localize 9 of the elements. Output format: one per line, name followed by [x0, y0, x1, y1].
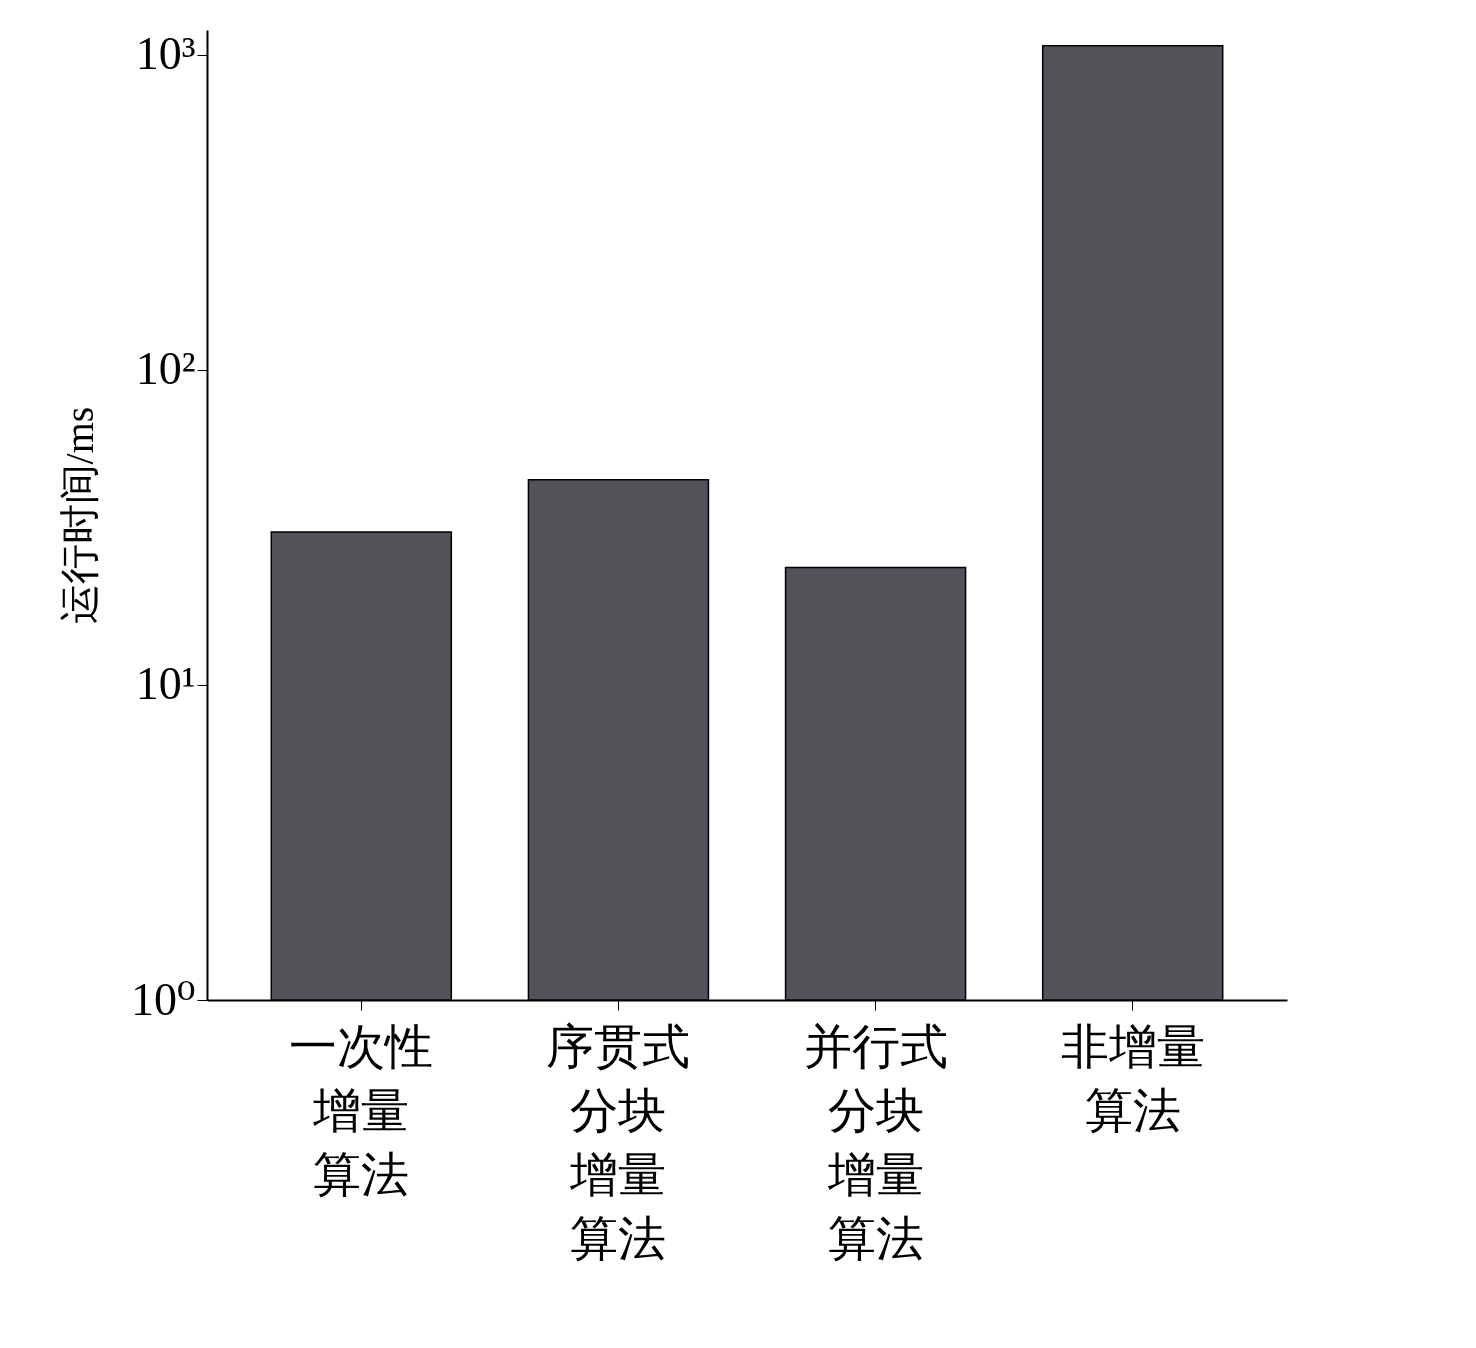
y-axis-title: 运行时间/ms [57, 406, 103, 625]
y-tick-label: 10¹ [135, 658, 196, 710]
x-tick-label: 序贯式分块增量算法 [546, 1019, 691, 1265]
x-tick-label: 一次性增量算法 [289, 1019, 434, 1201]
x-tick-label: 非增量算法 [1060, 1019, 1205, 1137]
x-tick-label: 并行式分块增量算法 [803, 1019, 948, 1265]
y-tick-label: 10³ [135, 28, 196, 80]
y-tick-label: 10² [135, 343, 196, 395]
y-tick-label: 10⁰ [131, 973, 196, 1025]
